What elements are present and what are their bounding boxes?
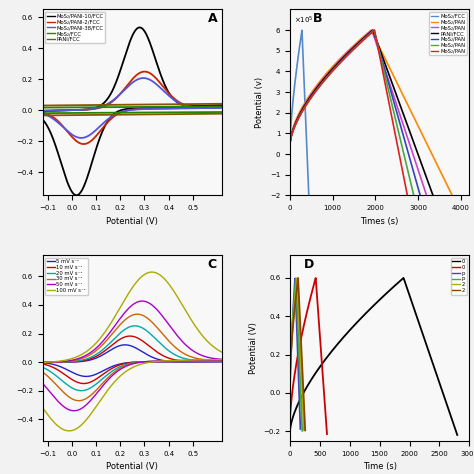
X-axis label: Potential (V): Potential (V) — [106, 217, 158, 226]
X-axis label: Times (s): Times (s) — [360, 217, 399, 226]
Text: B: B — [313, 12, 323, 26]
Legend: MoS₂/PANI-10/FCC, MoS₂/PANI-2/FCC, MoS₂/PANI-38/FCC, MoS₂/FCC, PANI/FCC: MoS₂/PANI-10/FCC, MoS₂/PANI-2/FCC, MoS₂/… — [46, 12, 105, 44]
Legend: MoS₂/FCC, MoS₂/PAN, MoS₂/PAN, PANI/FCC, MoS₂/PAN, MoS₂/PAN, MoS₂/PAN: MoS₂/FCC, MoS₂/PAN, MoS₂/PAN, PANI/FCC, … — [429, 12, 466, 55]
Text: A: A — [208, 12, 217, 26]
Y-axis label: Potential (v): Potential (v) — [255, 77, 264, 128]
Text: C: C — [208, 258, 217, 271]
X-axis label: Potential (V): Potential (V) — [106, 462, 158, 471]
Legend: 5 mV s⁻¹, 10 mV s⁻¹, 20 mV s⁻¹, 30 mV s⁻¹, 50 mV s⁻¹, 100 mV s⁻¹: 5 mV s⁻¹, 10 mV s⁻¹, 20 mV s⁻¹, 30 mV s⁻… — [46, 257, 88, 295]
Legend: 0, 0, p, p, 2, 2: 0, 0, p, p, 2, 2 — [451, 257, 466, 295]
Text: D: D — [304, 258, 315, 271]
X-axis label: Time (s): Time (s) — [363, 462, 397, 471]
Text: $\times 10^5$: $\times 10^5$ — [293, 15, 313, 27]
Y-axis label: Potential (V): Potential (V) — [249, 322, 258, 374]
